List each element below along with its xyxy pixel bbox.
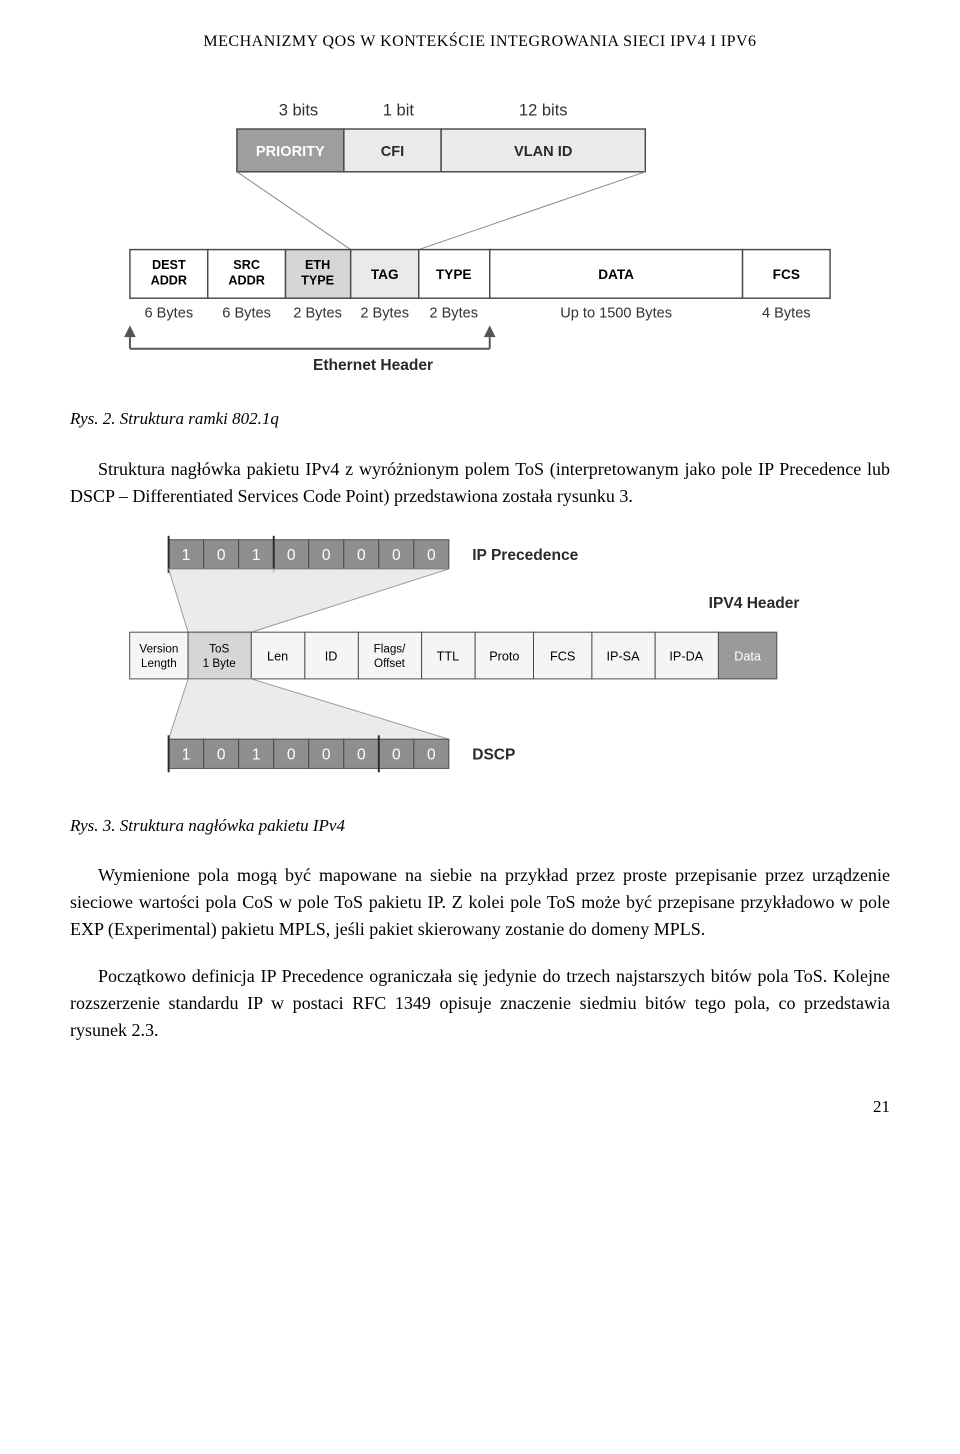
fig2-prec-row: 1 0 1 0 0 0 0 0 xyxy=(169,539,449,568)
fig1-bits-1: 1 bit xyxy=(383,100,415,119)
fig1-caption: Rys. 2. Struktura ramki 802.1q xyxy=(70,406,890,432)
fig1-tag-cfi: CFI xyxy=(381,144,404,160)
fig1-bits-2: 12 bits xyxy=(519,100,568,119)
fig1-bytes-2: 2 Bytes xyxy=(293,306,342,322)
svg-text:0: 0 xyxy=(322,746,331,763)
fig1-bytes-6: 4 Bytes xyxy=(762,306,811,322)
svg-text:Version: Version xyxy=(139,642,178,655)
figure-8021q: 3 bits 1 bit 12 bits PRIORITY CFI VLAN I… xyxy=(70,94,890,376)
svg-text:ADDR: ADDR xyxy=(228,274,264,288)
svg-text:DEST: DEST xyxy=(152,258,186,272)
svg-text:ETH: ETH xyxy=(305,258,330,272)
svg-text:FCS: FCS xyxy=(550,649,575,663)
fig1-frame-fcs: FCS xyxy=(773,267,800,282)
svg-text:1: 1 xyxy=(252,547,261,564)
svg-text:ADDR: ADDR xyxy=(151,274,187,288)
fig1-bytes-1: 6 Bytes xyxy=(222,306,271,322)
fig1-bits-0: 3 bits xyxy=(279,100,318,119)
svg-text:IP-DA: IP-DA xyxy=(669,649,703,663)
svg-text:IP-SA: IP-SA xyxy=(607,649,641,663)
fig1-frame-tag: TAG xyxy=(371,267,399,282)
fig2-prec-label: IP Precedence xyxy=(472,547,578,564)
paragraph-2: Wymienione pola mogą być mapowane na sie… xyxy=(70,862,890,943)
paragraph-1: Struktura nagłówka pakietu IPv4 z wyróżn… xyxy=(70,456,890,510)
svg-text:Proto: Proto xyxy=(489,649,519,663)
fig1-bytes-4: 2 Bytes xyxy=(429,306,478,322)
page-number: 21 xyxy=(70,1094,890,1120)
svg-text:Data: Data xyxy=(734,649,762,663)
fig1-tag-priority: PRIORITY xyxy=(256,144,325,160)
svg-text:1: 1 xyxy=(182,746,191,763)
svg-text:0: 0 xyxy=(287,746,296,763)
svg-text:0: 0 xyxy=(392,746,401,763)
fig2-caption: Rys. 3. Struktura nagłówka pakietu IPv4 xyxy=(70,813,890,839)
fig1-eth-label: Ethernet Header xyxy=(313,357,433,374)
svg-text:0: 0 xyxy=(287,547,296,564)
svg-text:SRC: SRC xyxy=(233,258,260,272)
svg-text:TYPE: TYPE xyxy=(301,274,334,288)
svg-text:Length: Length xyxy=(141,657,177,670)
svg-text:ToS: ToS xyxy=(209,642,229,655)
fig1-bytes-5: Up to 1500 Bytes xyxy=(560,306,672,322)
svg-text:1: 1 xyxy=(252,746,261,763)
paragraph-3: Początkowo definicja IP Precedence ogran… xyxy=(70,963,890,1044)
fig1-frame-data: DATA xyxy=(598,267,634,282)
page-header: MECHANIZMY QOS W KONTEKŚCIE INTEGROWANIA… xyxy=(70,30,890,54)
fig1-tag-vlan: VLAN ID xyxy=(514,144,572,160)
fig2-ipv4-label: IPV4 Header xyxy=(709,594,800,611)
fig2-svg: 1 0 1 0 0 0 0 0 IP Precedence IPV4 Heade… xyxy=(110,530,850,783)
svg-text:1: 1 xyxy=(182,547,191,564)
fig1-frame-type: TYPE xyxy=(436,267,472,282)
svg-text:0: 0 xyxy=(217,746,226,763)
svg-text:0: 0 xyxy=(217,547,226,564)
svg-text:TTL: TTL xyxy=(437,649,459,663)
svg-text:Flags/: Flags/ xyxy=(374,642,407,655)
fig1-svg: 3 bits 1 bit 12 bits PRIORITY CFI VLAN I… xyxy=(110,94,850,376)
svg-text:1 Byte: 1 Byte xyxy=(203,657,236,670)
fig1-bytes-0: 6 Bytes xyxy=(145,306,194,322)
svg-text:Len: Len xyxy=(267,649,288,663)
svg-text:Offset: Offset xyxy=(374,657,406,670)
figure-ipv4: 1 0 1 0 0 0 0 0 IP Precedence IPV4 Heade… xyxy=(70,530,890,783)
svg-text:ID: ID xyxy=(325,649,338,663)
svg-text:0: 0 xyxy=(357,746,366,763)
svg-text:0: 0 xyxy=(357,547,366,564)
svg-text:0: 0 xyxy=(427,746,436,763)
fig2-dscp-row: 1 0 1 0 0 0 0 0 xyxy=(169,739,449,768)
svg-text:0: 0 xyxy=(427,547,436,564)
svg-text:0: 0 xyxy=(392,547,401,564)
fig2-header-row: Version Length ToS 1 Byte Len ID Flags/ … xyxy=(130,632,777,679)
fig2-dscp-label: DSCP xyxy=(472,746,515,763)
fig1-bytes-3: 2 Bytes xyxy=(360,306,409,322)
svg-text:0: 0 xyxy=(322,547,331,564)
